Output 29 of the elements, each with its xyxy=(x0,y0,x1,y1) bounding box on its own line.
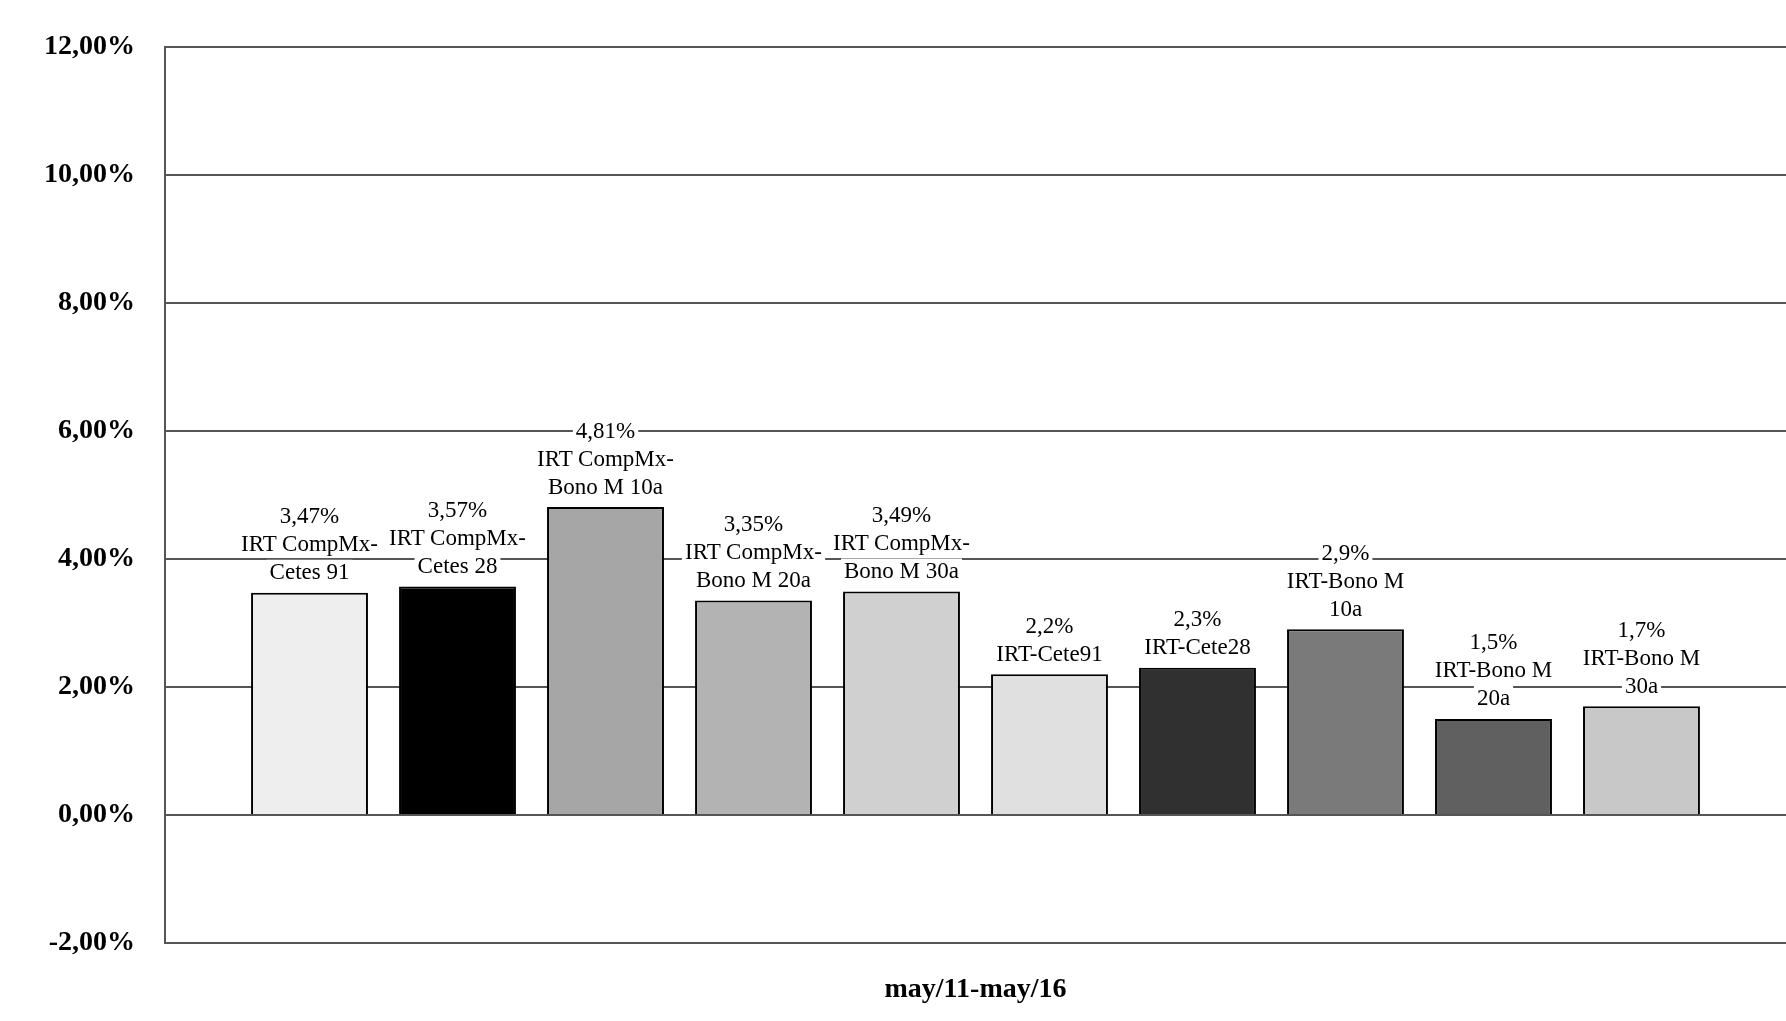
series-label: IRT CompMx-Bono M 30a xyxy=(833,530,970,584)
data-label: 2,9% xyxy=(1321,539,1370,565)
series-label: IRT-Cete91 xyxy=(996,640,1103,666)
series-label: IRT-Cete28 xyxy=(1144,634,1251,660)
y-tick-label: 0,00% xyxy=(58,797,135,829)
data-label: 1,7% xyxy=(1617,616,1666,642)
series-label: IRT-Bono M 10a xyxy=(1286,567,1405,621)
series-label: IRT CompMx-Bono M 20a xyxy=(685,539,822,593)
x-tick-label: may/11-may/16 xyxy=(884,972,1067,1004)
series-label: IRT CompMx-Cetes 28 xyxy=(389,524,526,578)
data-label: 3,35% xyxy=(723,511,784,537)
y-tick-label: 10,00% xyxy=(44,157,135,189)
data-label: 3,57% xyxy=(427,496,488,522)
y-tick-label: 2,00% xyxy=(58,669,135,701)
data-label: 2,3% xyxy=(1173,606,1222,632)
y-tick-label: -2,00% xyxy=(48,925,135,957)
y-tick-label: 12,00% xyxy=(44,29,135,61)
data-label: 2,2% xyxy=(1025,612,1074,638)
data-label: 3,47% xyxy=(279,503,340,529)
series-label: IRT CompMx-Cetes 91 xyxy=(241,531,378,585)
y-tick-label: 6,00% xyxy=(58,413,135,445)
y-tick-label: 4,00% xyxy=(58,541,135,573)
data-label: 4,81% xyxy=(575,417,636,443)
data-label: 1,5% xyxy=(1469,629,1518,655)
y-tick-label: 8,00% xyxy=(58,285,135,317)
series-label: IRT-Bono M 30a xyxy=(1582,644,1701,698)
data-label: 3,49% xyxy=(871,502,932,528)
series-label: IRT-Bono M 20a xyxy=(1434,657,1553,711)
series-label: IRT CompMx-Bono M 10a xyxy=(537,445,674,499)
